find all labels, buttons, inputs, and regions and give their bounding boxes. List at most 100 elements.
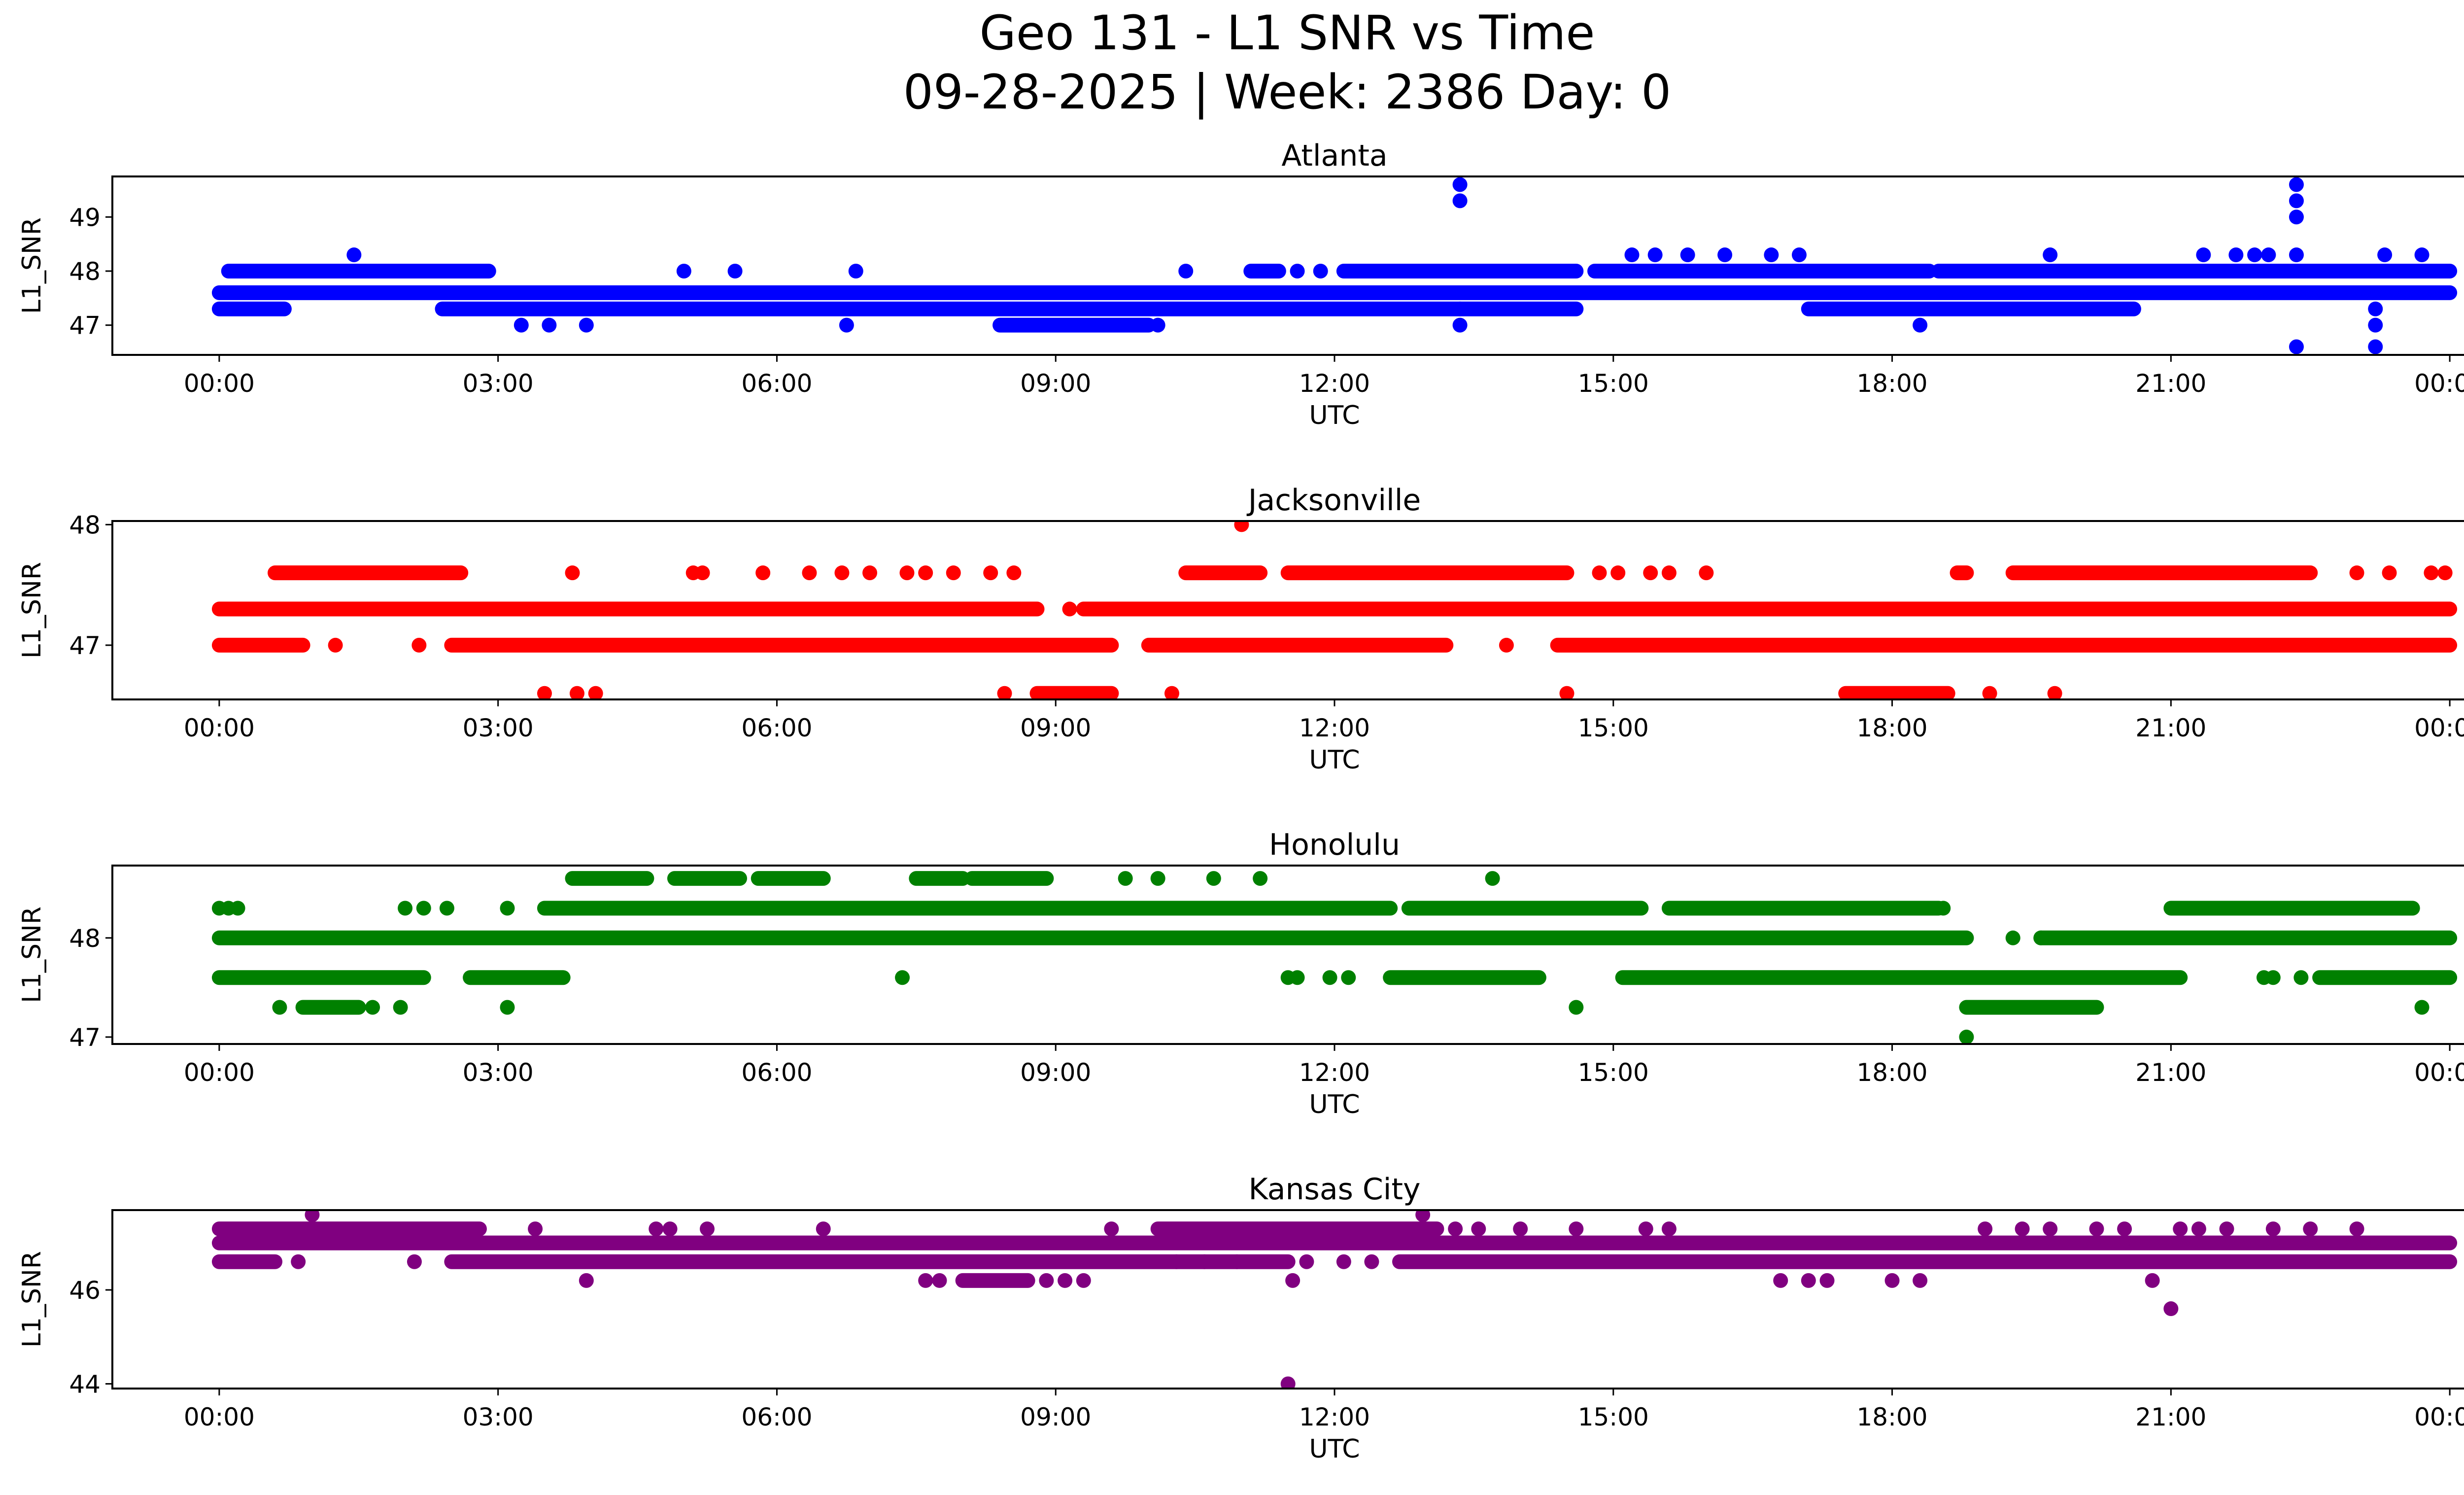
data-point-7: [848, 263, 863, 278]
data-point-22: [1559, 686, 1574, 699]
y-axis-label: L1_SNR: [17, 1251, 47, 1348]
data-point-7: [699, 1221, 715, 1237]
data-point-31: [1801, 1273, 1816, 1288]
data-point-11: [1313, 263, 1328, 278]
x-axis-label: UTC: [1309, 745, 1360, 775]
x-tick-label: 09:00: [1020, 369, 1091, 398]
y-tick-label: 47: [69, 631, 101, 660]
data-point-9: [500, 1000, 515, 1015]
data-point-0: [305, 1210, 320, 1222]
x-tick-label: 03:00: [463, 714, 534, 742]
data-point-4: [676, 263, 691, 278]
data-point-25: [2033, 930, 2049, 945]
data-point-16: [1624, 247, 1640, 263]
data-point-26: [1661, 565, 1677, 581]
x-tick-label: 15:00: [1578, 369, 1649, 398]
data-point-13: [918, 565, 933, 581]
data-point-12: [1118, 871, 1133, 886]
data-point-17: [1229, 1254, 1244, 1269]
y-axis-label: L1_SNR: [17, 562, 47, 659]
data-point-24: [2196, 247, 2211, 263]
panel-title: Kansas City: [1248, 1172, 1420, 1207]
data-point-39: [2117, 1221, 2132, 1237]
y-tick-label: 46: [69, 1276, 101, 1305]
x-tick-label: 18:00: [1857, 369, 1928, 398]
x-tick-label: 12:00: [1299, 369, 1370, 398]
data-point-19: [1164, 686, 1179, 699]
x-tick-label: 18:00: [1857, 714, 1928, 742]
data-point-16: [1197, 1254, 1212, 1269]
data-point-4: [579, 1273, 594, 1288]
data-point-1: [513, 317, 529, 333]
data-point-15: [1253, 871, 1268, 886]
data-point-3: [579, 317, 594, 333]
data-point-8: [1150, 317, 1165, 333]
data-point-33: [1884, 1273, 1900, 1288]
data-point-18: [1062, 601, 1077, 617]
data-point-4: [569, 686, 584, 699]
data-point-35: [1978, 1221, 1993, 1237]
data-point-28: [2293, 970, 2309, 985]
x-axis-label: UTC: [1309, 1090, 1360, 1119]
x-tick-label: 21:00: [2135, 369, 2206, 398]
data-point-5: [649, 1221, 664, 1237]
data-point-10: [834, 565, 850, 581]
data-point-25: [2228, 247, 2244, 263]
data-point-12: [1452, 177, 1468, 192]
data-point-26: [2247, 247, 2262, 263]
data-point-21: [1569, 1000, 1584, 1015]
data-point-5: [588, 686, 603, 699]
x-tick-label: 12:00: [1299, 714, 1370, 742]
data-point-31: [2289, 247, 2304, 263]
data-point-22: [1913, 317, 1928, 333]
data-point-7: [416, 901, 431, 916]
data-point-31: [2382, 565, 2397, 581]
x-tick-label: 06:00: [741, 1403, 812, 1431]
x-tick-label: 03:00: [463, 1403, 534, 1431]
data-point-40: [2145, 1273, 2160, 1288]
x-tick-label: 03:00: [463, 369, 534, 398]
x-tick-label: 15:00: [1578, 714, 1649, 742]
data-point-45: [2265, 1221, 2281, 1237]
data-point-36: [2377, 247, 2393, 263]
data-point-14: [1206, 871, 1221, 886]
data-point-23: [2043, 247, 2058, 263]
data-point-24: [2005, 930, 2020, 945]
data-point-17: [1006, 565, 1022, 581]
data-point-30: [1773, 1273, 1788, 1288]
data-point-24: [1448, 1221, 1463, 1237]
y-tick-label: 47: [69, 312, 101, 340]
x-tick-label: 00:00: [184, 1058, 255, 1087]
x-tick-label: 06:00: [741, 714, 812, 742]
data-point-6: [839, 317, 854, 333]
data-point-43: [2191, 1221, 2206, 1237]
data-point-4: [365, 1000, 380, 1015]
data-point-33: [2437, 565, 2453, 581]
data-point-34: [1913, 1273, 1928, 1288]
data-point-11: [1039, 1273, 1054, 1288]
data-point-17: [1290, 970, 1305, 985]
data-point-14: [1452, 301, 1468, 316]
figure-title: Geo 131 - L1 SNR vs Time: [980, 5, 1595, 61]
y-tick-label: 48: [69, 257, 101, 286]
data-point-37: [2414, 247, 2430, 263]
data-point-1: [291, 1254, 306, 1269]
data-point-0: [328, 637, 343, 653]
x-tick-label: 12:00: [1299, 1058, 1370, 1087]
panel-title: Jacksonville: [1246, 483, 1421, 518]
x-tick-label: 00:00: [2414, 1058, 2464, 1087]
data-point-29: [2047, 686, 2062, 699]
data-point-28: [1982, 686, 1997, 699]
x-tick-label: 03:00: [463, 1058, 534, 1087]
data-point-41: [2163, 1301, 2179, 1317]
data-point-8: [816, 1221, 831, 1237]
x-tick-label: 00:00: [2414, 714, 2464, 742]
data-series: [211, 177, 2458, 354]
data-point-22: [1364, 1254, 1379, 1269]
x-tick-label: 00:00: [184, 1403, 255, 1431]
data-point-20: [1234, 521, 1249, 532]
data-point-21: [1791, 247, 1807, 263]
x-tick-label: 18:00: [1857, 1058, 1928, 1087]
data-point-22: [1936, 901, 1951, 916]
